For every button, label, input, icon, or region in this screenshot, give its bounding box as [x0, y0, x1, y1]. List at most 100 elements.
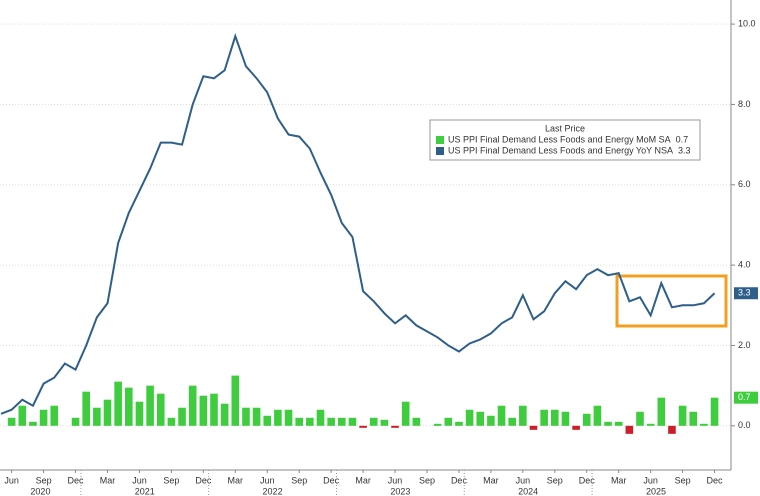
x-tick-label: Jun [260, 475, 275, 485]
bar [476, 411, 485, 426]
bar [582, 413, 591, 426]
legend-value: 3.3 [678, 145, 691, 155]
bar [487, 415, 495, 426]
x-tick-label: Mar [355, 475, 371, 485]
bar [220, 403, 229, 426]
bar [710, 397, 719, 426]
bar [401, 401, 410, 426]
bar [178, 407, 186, 426]
bar [167, 417, 176, 426]
x-tick-label: Mar [100, 475, 116, 485]
x-tick-label: Sep [547, 475, 563, 485]
bar [668, 425, 676, 434]
x-tick-label: Dec [68, 475, 85, 485]
bar [156, 393, 165, 426]
x-tick-label: Dec [707, 475, 724, 485]
x-tick-label: Dec [195, 475, 212, 485]
bar [444, 417, 453, 426]
bar [455, 421, 463, 426]
bar [18, 405, 27, 426]
bar [316, 409, 325, 426]
bar [306, 417, 314, 426]
legend-label: US PPI Final Demand Less Foods and Energ… [448, 134, 671, 144]
bar [678, 405, 687, 426]
bar [700, 423, 708, 426]
bar [369, 417, 378, 426]
y-tick-label: 0.0 [738, 420, 751, 430]
x-tick-label: Sep [36, 475, 52, 485]
bar [551, 409, 559, 426]
bar [636, 411, 644, 426]
x-tick-label: Sep [419, 475, 435, 485]
bar [50, 405, 59, 426]
bar [359, 425, 367, 428]
last-value-label: 0.7 [738, 392, 751, 402]
last-value-tag [734, 391, 758, 404]
bar [114, 381, 122, 426]
bar [125, 387, 133, 426]
bar [93, 407, 101, 426]
legend-swatch [436, 136, 444, 144]
legend-box [429, 119, 701, 161]
bar [29, 421, 37, 426]
x-tick-label: Jun [643, 475, 658, 485]
bar [348, 417, 357, 426]
x-tick-label: Sep [163, 475, 179, 485]
bar [529, 425, 538, 430]
x-tick-label: Mar [611, 475, 627, 485]
bar [7, 417, 16, 426]
bar [188, 385, 197, 426]
y-tick-label: 10.0 [738, 18, 756, 28]
year-label: 2021 [135, 486, 155, 496]
year-label: 2020 [30, 486, 50, 496]
legend-title: Last Price [545, 123, 585, 133]
bar [135, 401, 144, 426]
bar [199, 395, 208, 426]
bar [412, 417, 421, 426]
bar [295, 417, 303, 426]
bar [465, 409, 474, 426]
bar [242, 407, 250, 426]
bar [284, 409, 293, 426]
x-tick-label: Jun [4, 475, 19, 485]
bar [572, 425, 580, 430]
bar [82, 391, 90, 426]
legend: Last Price US PPI Final Demand Less Food… [429, 119, 701, 161]
bar [433, 423, 442, 426]
x-tick-label: Jun [388, 475, 403, 485]
legend-value: 0.7 [676, 134, 689, 144]
last-value-tag [734, 287, 758, 300]
x-tick-label: Sep [675, 475, 691, 485]
x-tick-label: Dec [451, 475, 468, 485]
bar [689, 411, 698, 426]
x-tick-label: Dec [579, 475, 596, 485]
year-label: 2023 [390, 486, 410, 496]
x-tick-label: Dec [323, 475, 340, 485]
y-tick-label: 6.0 [738, 179, 751, 189]
bar [508, 417, 516, 426]
year-label: 2025 [646, 486, 666, 496]
x-tick-label: Mar [483, 475, 499, 485]
bar [646, 423, 655, 426]
bar [604, 421, 612, 426]
y-tick-label: 2.0 [738, 340, 751, 350]
last-value-label: 3.3 [738, 288, 751, 298]
bar [39, 409, 48, 426]
bar [103, 399, 112, 426]
x-tick-label: Mar [228, 475, 244, 485]
y-tick-label: 8.0 [738, 99, 751, 109]
bar [274, 409, 282, 426]
bar [338, 417, 346, 426]
bar [327, 417, 335, 426]
y-tick-label: 4.0 [738, 260, 751, 270]
bar [519, 405, 527, 426]
x-tick-label: Sep [291, 475, 307, 485]
x-tick-label: Jun [132, 475, 147, 485]
x-tick-label: Jun [516, 475, 531, 485]
bar [263, 415, 272, 426]
bar [561, 411, 570, 426]
year-label: 2024 [518, 486, 538, 496]
bar [391, 425, 399, 428]
